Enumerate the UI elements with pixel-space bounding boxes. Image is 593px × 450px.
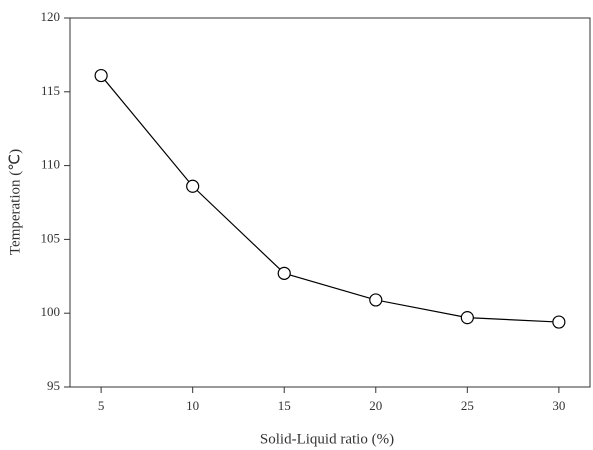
plot-frame <box>69 17 591 388</box>
x-tick-label: 15 <box>278 398 291 413</box>
marker <box>369 293 383 307</box>
x-tick-label: 5 <box>98 398 105 413</box>
x-tick-label: 30 <box>552 398 565 413</box>
marker <box>277 266 291 280</box>
marker <box>552 315 566 329</box>
line <box>100 75 559 323</box>
x-axis-label: Solid-Liquid ratio (%) <box>260 431 394 447</box>
y-axis-label: Temperation (℃) <box>7 149 23 255</box>
x-tick-label: 25 <box>461 398 474 413</box>
y-tick-label: 120 <box>41 9 61 24</box>
marker <box>186 179 200 193</box>
marker <box>94 68 108 83</box>
y-tick-label: 100 <box>41 304 61 319</box>
y-tick-label: 105 <box>41 230 61 245</box>
x-tick-label: 20 <box>369 398 382 413</box>
y-tick-label: 115 <box>41 83 60 98</box>
y-tick-label: 95 <box>47 378 60 393</box>
y-tick-label: 110 <box>41 157 60 172</box>
x-tick-label: 10 <box>186 398 199 413</box>
marker <box>460 311 474 325</box>
